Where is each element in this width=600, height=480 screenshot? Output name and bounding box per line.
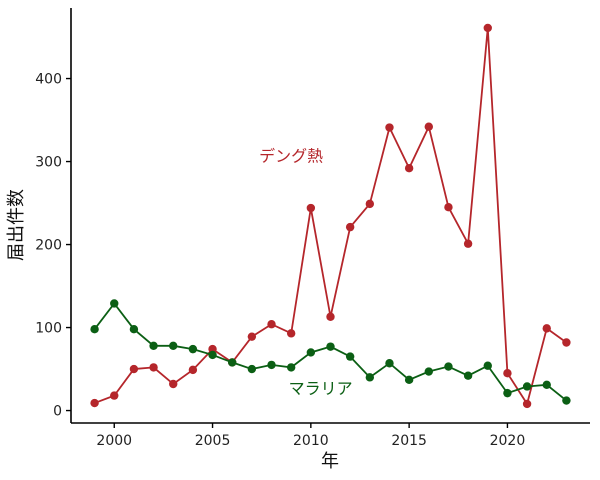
data-point <box>365 373 375 382</box>
data-point <box>404 375 414 385</box>
data-point <box>169 379 178 389</box>
data-point <box>169 341 178 351</box>
data-point <box>562 396 571 405</box>
axes: 0 100 200 300 400 2000 2005 2010 2015 2020 <box>35 8 590 449</box>
data-point <box>326 342 335 351</box>
data-point <box>385 123 394 132</box>
data-point <box>463 371 473 380</box>
x-tick-label: 2020 <box>490 433 526 449</box>
data-point <box>404 163 414 173</box>
x-tick-label: 2010 <box>293 433 329 449</box>
data-point <box>306 203 316 213</box>
data-point <box>228 358 237 367</box>
data-point <box>90 325 99 334</box>
data-point <box>267 320 276 329</box>
data-point <box>129 325 139 334</box>
y-tick-label: 200 <box>35 238 62 254</box>
data-point <box>286 329 296 338</box>
data-point <box>247 332 257 341</box>
series-dengue: デング熱 <box>90 23 571 409</box>
data-point <box>188 365 198 375</box>
data-point <box>385 359 394 368</box>
data-point <box>365 199 375 209</box>
data-point <box>129 364 139 374</box>
data-point <box>503 388 512 398</box>
data-point <box>149 341 158 351</box>
data-point <box>247 364 257 374</box>
data-point <box>306 348 316 357</box>
series-label: マラリア <box>289 379 353 398</box>
data-point <box>208 344 217 354</box>
x-tick-label: 2000 <box>96 433 132 449</box>
data-point <box>326 312 335 321</box>
series-label: デング熱 <box>259 147 323 166</box>
data-point <box>522 382 532 391</box>
data-point <box>503 369 512 378</box>
y-tick-label: 400 <box>35 72 62 88</box>
series-malaria: マラリア <box>90 299 571 405</box>
data-point <box>286 363 296 372</box>
data-point <box>542 380 551 390</box>
data-point <box>444 203 453 212</box>
data-point <box>345 222 355 232</box>
data-point <box>463 239 473 248</box>
data-point <box>90 398 99 408</box>
data-point <box>424 122 433 131</box>
y-tick-label: 100 <box>35 321 62 337</box>
data-point <box>424 367 433 376</box>
data-point <box>542 324 551 333</box>
data-point <box>208 350 217 360</box>
data-point <box>522 399 532 409</box>
data-point <box>444 362 453 371</box>
x-axis-title: 年 <box>321 451 339 472</box>
data-point <box>149 363 158 372</box>
x-tick-label: 2005 <box>195 433 231 449</box>
y-tick-label: 300 <box>35 155 62 171</box>
y-axis-title: 届出件数 <box>6 189 27 261</box>
data-point <box>188 344 198 354</box>
data-point <box>345 352 355 361</box>
data-point <box>562 338 571 347</box>
data-point <box>267 360 276 370</box>
data-point <box>483 23 492 33</box>
data-point <box>110 391 119 400</box>
y-tick-label: 0 <box>53 404 62 420</box>
data-point <box>110 299 119 308</box>
x-tick-label: 2015 <box>391 433 427 449</box>
data-point <box>483 361 492 370</box>
